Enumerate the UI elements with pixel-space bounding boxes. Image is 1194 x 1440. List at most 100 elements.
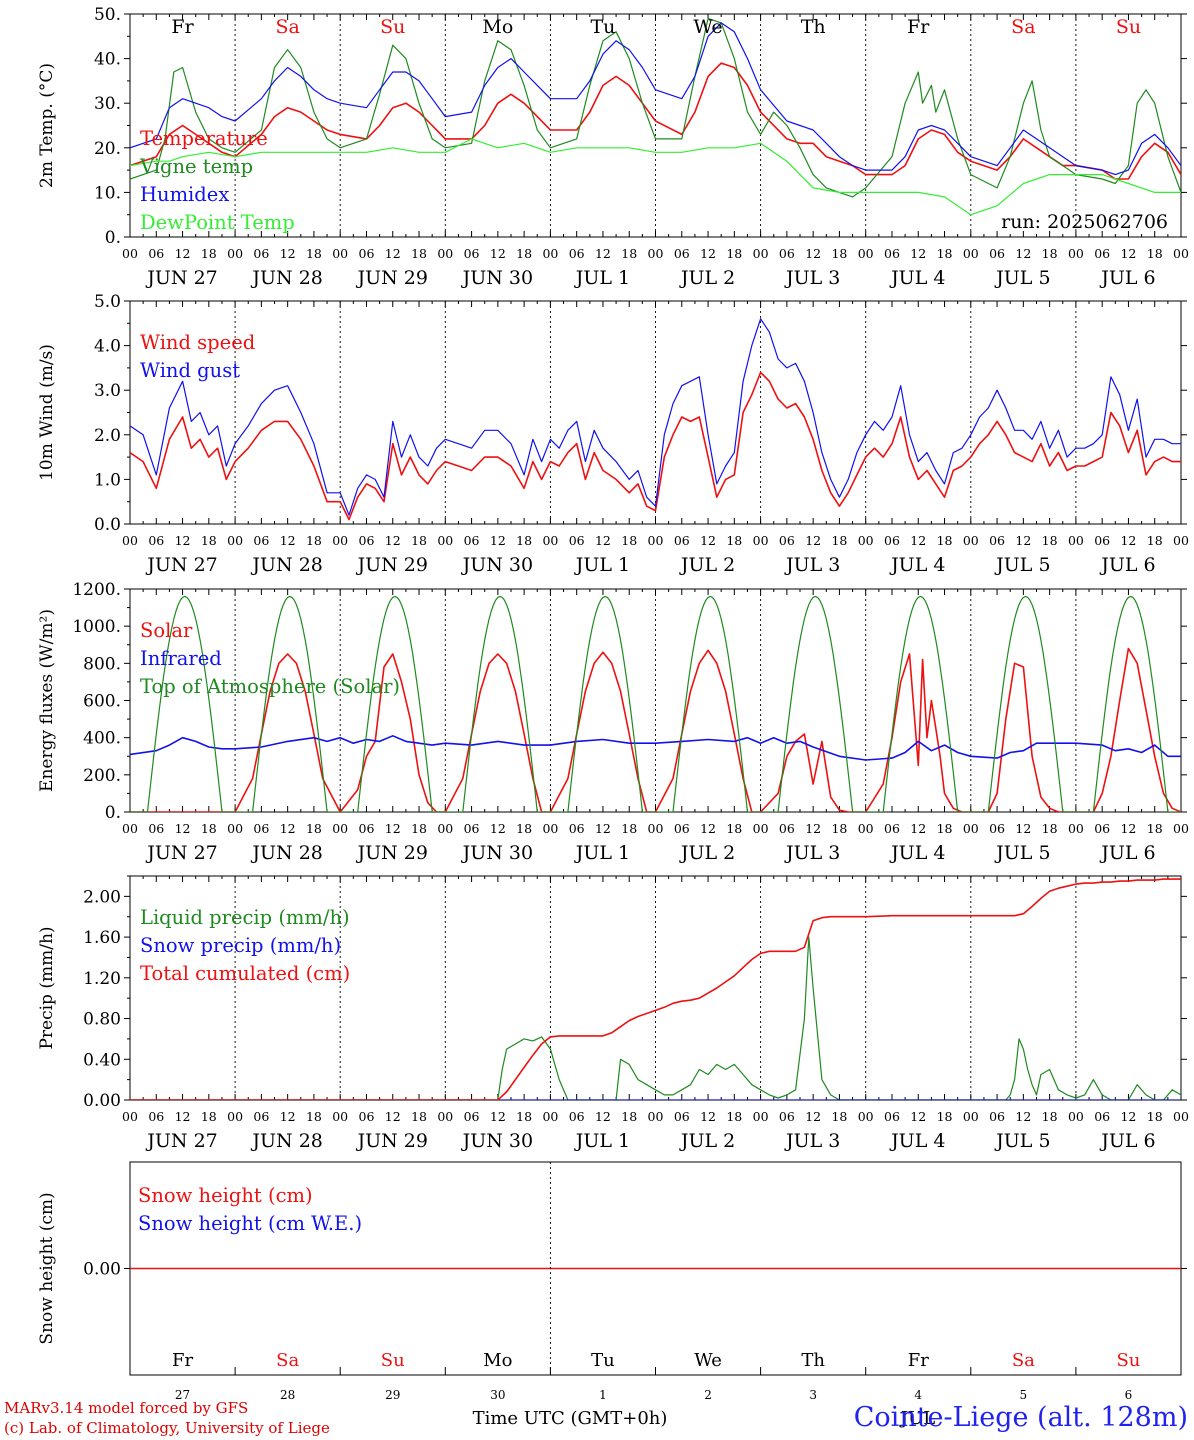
- hour-tick-label: 00: [227, 533, 243, 548]
- y-tick-label: 0.00: [83, 1260, 121, 1280]
- y-tick-label: 10.: [94, 183, 121, 203]
- date-label: JUN 28: [250, 842, 322, 864]
- hour-tick-label: 06: [253, 1109, 269, 1124]
- snow-day-number: 27: [175, 1388, 190, 1402]
- date-label: JUN 30: [461, 842, 533, 864]
- hour-tick-label: 12: [910, 246, 926, 261]
- hour-tick-label: 00: [858, 246, 874, 261]
- date-label: JUN 29: [356, 1130, 428, 1152]
- y-tick-label: 1.20: [83, 969, 121, 989]
- hour-tick-label: 06: [359, 1109, 375, 1124]
- y-tick-label: 0.00: [83, 1091, 121, 1111]
- hour-tick-label: 00: [332, 533, 348, 548]
- snow-day-name: Sa: [1012, 1350, 1035, 1371]
- hour-tick-label: 00: [437, 533, 453, 548]
- y-axis-label: Precip (mm/h): [37, 926, 57, 1049]
- hour-tick-label: 06: [779, 533, 795, 548]
- series-line-dewpoint-temp: [130, 138, 1181, 216]
- snow-day-number: 2: [704, 1388, 712, 1402]
- lab-credit: (c) Lab. of Climatology, University of L…: [4, 1419, 330, 1437]
- panel-5: 0.00 Snow height (cm) Snow height (cm) Snow…: [37, 1161, 1187, 1376]
- hour-tick-label: 12: [490, 533, 506, 548]
- x-axis-title: Time UTC (GMT+0h): [473, 1408, 668, 1429]
- series-line-temperature: [130, 62, 1181, 180]
- hour-tick-label: 18: [1042, 821, 1058, 836]
- y-tick-label: 50.: [94, 5, 121, 25]
- hour-tick-label: 00: [1068, 533, 1084, 548]
- run-label: run: 2025062706: [1001, 211, 1168, 233]
- series-line-humidex: [130, 22, 1181, 176]
- date-label: JUL 3: [784, 554, 840, 576]
- hour-tick-label: 12: [280, 821, 296, 836]
- hour-tick-label: 12: [280, 533, 296, 548]
- date-label: JUL 6: [1099, 554, 1155, 576]
- hour-tick-label: 06: [253, 821, 269, 836]
- legend-entry: Humidex: [140, 183, 229, 206]
- hour-tick-label: 06: [359, 533, 375, 548]
- legend-entry: Vigne temp: [139, 155, 253, 178]
- hour-tick-label: 00: [1173, 246, 1189, 261]
- hour-tick-label: 00: [437, 821, 453, 836]
- hour-tick-label: 12: [385, 1109, 401, 1124]
- hour-tick-label: 00: [332, 821, 348, 836]
- y-tick-label: 600.: [83, 692, 121, 712]
- date-label: JUN 29: [356, 842, 428, 864]
- day-name: We: [693, 16, 722, 38]
- series-line-solar: [130, 647, 1181, 812]
- date-label: JUN 29: [356, 267, 428, 289]
- y-axis-label: Snow height (cm): [37, 1192, 57, 1344]
- snow-day-number: 30: [490, 1388, 505, 1402]
- series-line-total-cumulated-cm-: [130, 878, 1181, 1100]
- hour-tick-label: 06: [569, 1109, 585, 1124]
- hour-tick-label: 00: [437, 1109, 453, 1124]
- hour-tick-label: 12: [595, 821, 611, 836]
- hour-tick-label: 06: [1094, 821, 1110, 836]
- y-tick-label: 30.: [94, 94, 121, 114]
- snow-day-name: Fr: [908, 1350, 929, 1371]
- hour-tick-label: 12: [700, 821, 716, 836]
- hour-tick-label: 00: [753, 533, 769, 548]
- hour-tick-label: 12: [805, 821, 821, 836]
- month-label: JUL: [899, 1408, 935, 1429]
- hour-tick-label: 12: [385, 246, 401, 261]
- hour-tick-label: 06: [464, 821, 480, 836]
- snow-day-number: 4: [914, 1388, 922, 1402]
- hour-tick-label: 12: [1120, 246, 1136, 261]
- day-name: Fr: [907, 16, 930, 38]
- hour-tick-label: 12: [280, 1109, 296, 1124]
- hour-tick-label: 06: [253, 533, 269, 548]
- hour-tick-label: 06: [1094, 246, 1110, 261]
- legend-entry: Snow height (cm W.E.): [138, 1212, 362, 1235]
- hour-tick-label: 12: [1015, 246, 1031, 261]
- hour-tick-label: 18: [726, 246, 742, 261]
- y-tick-label: 1200.: [72, 580, 121, 600]
- hour-tick-label: 06: [779, 246, 795, 261]
- hour-tick-label: 18: [831, 246, 847, 261]
- hour-tick-label: 00: [648, 821, 664, 836]
- hour-tick-label: 06: [779, 1109, 795, 1124]
- date-label: JUL 6: [1099, 1130, 1155, 1152]
- hour-tick-label: 00: [332, 246, 348, 261]
- hour-tick-label: 00: [753, 1109, 769, 1124]
- hour-tick-label: 00: [963, 533, 979, 548]
- hour-tick-label: 12: [805, 246, 821, 261]
- hour-tick-label: 12: [490, 246, 506, 261]
- hour-tick-label: 12: [175, 533, 191, 548]
- hour-tick-label: 18: [411, 246, 427, 261]
- date-label: JUL 2: [679, 842, 735, 864]
- hour-tick-label: 00: [437, 246, 453, 261]
- y-tick-label: 200.: [83, 766, 121, 786]
- hour-tick-label: 18: [201, 821, 217, 836]
- y-tick-label: 0.80: [83, 1010, 121, 1030]
- snow-day-number: 28: [280, 1388, 295, 1402]
- series-line-wind-speed: [130, 371, 1181, 521]
- hour-tick-label: 12: [805, 1109, 821, 1124]
- date-label: JUL 2: [679, 1130, 735, 1152]
- y-axis-label: 2m Temp. (°C): [37, 63, 57, 188]
- date-label: JUL 6: [1099, 267, 1155, 289]
- y-tick-label: 2.00: [83, 887, 121, 907]
- hour-tick-label: 18: [1147, 1109, 1163, 1124]
- hour-tick-label: 06: [148, 246, 164, 261]
- y-tick-label: 0.: [105, 803, 121, 823]
- hour-tick-label: 18: [1147, 533, 1163, 548]
